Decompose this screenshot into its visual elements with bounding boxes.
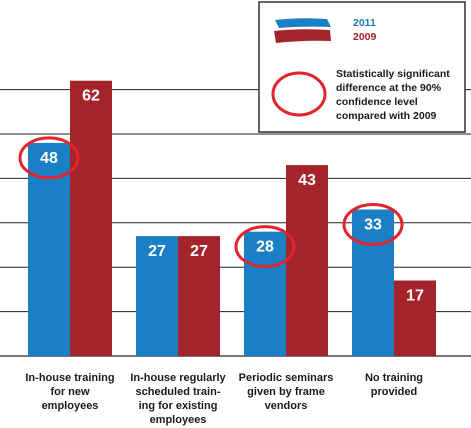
bar-2009-3	[394, 280, 436, 356]
bar-value-2009-1: 27	[190, 243, 208, 260]
legend-note-line-3: confidence level	[336, 96, 418, 108]
category-labels: In-house training for new employees In-hous…	[25, 372, 423, 426]
legend-note-line-1: Statistically significant	[336, 68, 450, 80]
legend-note-line-4: compared with 2009	[336, 110, 437, 122]
bar-value-2011-1: 27	[148, 243, 166, 260]
bar-value-2009-0: 62	[82, 88, 100, 105]
bar-value-2011-2: 28	[256, 239, 274, 256]
legend-note-line-2: difference at the 90%	[336, 82, 442, 94]
legend-label-2009: 2009	[353, 31, 377, 43]
significance-circle-0	[18, 136, 80, 180]
bar-2009-2	[286, 165, 328, 356]
bar-2011-2	[244, 231, 286, 356]
bar-2011-3	[352, 209, 394, 356]
significance-circle-3	[342, 202, 404, 246]
bar-value-2009-2: 43	[298, 172, 316, 189]
category-label-2: Periodic seminars given by frame vendors	[239, 372, 334, 412]
category-label-3: No training provided	[365, 372, 423, 398]
bars: 48 27 28 33 62 27 43 17	[28, 80, 436, 356]
legend: 2011 2009 Statistically significant diff…	[258, 1, 466, 133]
legend-circle-icon	[271, 71, 327, 117]
bar-value-2009-3: 17	[406, 288, 424, 305]
bar-2009-0	[70, 80, 112, 356]
category-label-1: In-house regularly scheduled train-ing fo…	[130, 372, 226, 426]
bar-value-2011-0: 48	[40, 150, 58, 167]
bar-2011-1	[136, 236, 178, 356]
bar-2009-1	[178, 236, 220, 356]
category-label-0: In-house training for new employees	[25, 372, 114, 412]
bar-value-2011-3: 33	[364, 216, 382, 233]
significance-circles	[18, 136, 404, 269]
legend-label-2011: 2011	[353, 17, 376, 29]
significance-circle-2	[234, 225, 296, 269]
legend-swatch-2009	[274, 29, 331, 43]
legend-swatch-2011	[275, 18, 331, 28]
